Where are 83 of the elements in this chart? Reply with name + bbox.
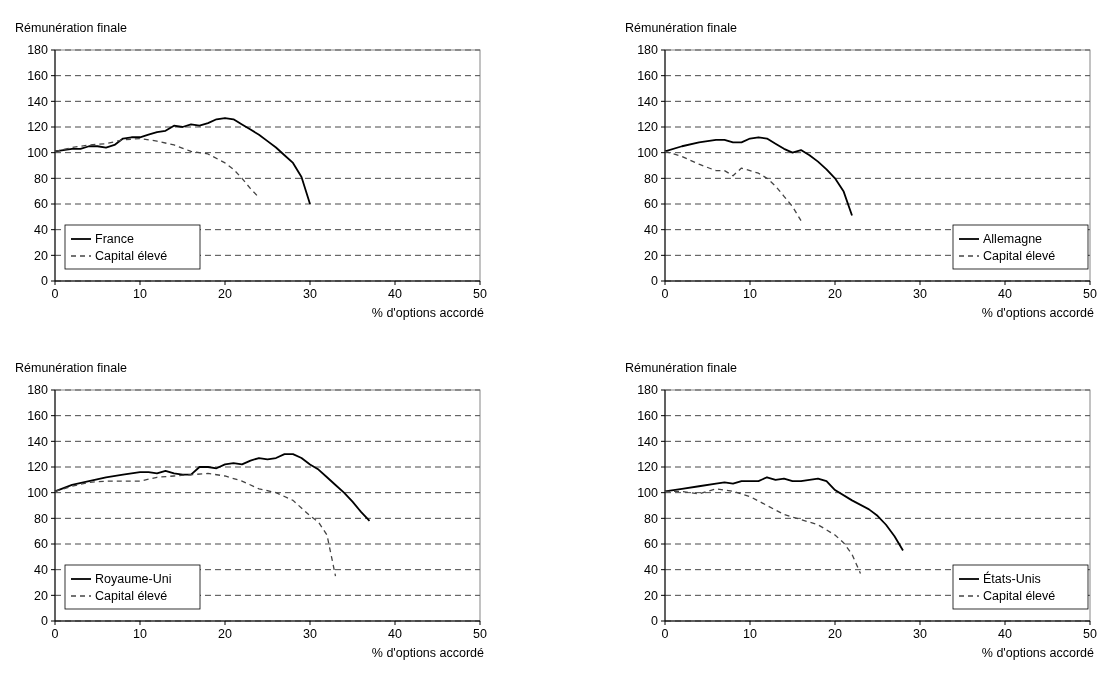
y-tick-label: 140 bbox=[637, 94, 659, 109]
x-tick-label: 30 bbox=[303, 287, 317, 301]
y-tick-label: 140 bbox=[27, 94, 49, 109]
x-tick-label: 30 bbox=[913, 287, 927, 301]
y-tick-label: 0 bbox=[651, 614, 659, 629]
x-tick-label: 10 bbox=[743, 287, 757, 301]
legend-label: Royaume-Uni bbox=[95, 572, 172, 587]
line-series bbox=[54, 137, 260, 199]
y-tick-label: 140 bbox=[27, 434, 49, 449]
x-tick-label: 0 bbox=[661, 627, 669, 641]
x-tick-label: 30 bbox=[913, 627, 927, 641]
x-tick-label: 10 bbox=[743, 627, 757, 641]
y-tick-label: 20 bbox=[34, 588, 49, 603]
legend-label: États-Unis bbox=[983, 571, 1041, 587]
x-tick-label: 10 bbox=[133, 627, 147, 641]
y-tick-label: 40 bbox=[644, 223, 659, 238]
x-tick-label: 0 bbox=[51, 627, 59, 641]
y-tick-label: 180 bbox=[637, 43, 659, 58]
y-tick-label: 100 bbox=[637, 146, 659, 161]
x-tick-label: 30 bbox=[303, 627, 317, 641]
y-tick-label: 160 bbox=[27, 69, 49, 84]
y-tick-label: 140 bbox=[637, 434, 659, 449]
line-series bbox=[664, 488, 862, 575]
x-axis-title: % d'options accordé bbox=[981, 306, 1095, 320]
y-axis-title: Rémunération finale bbox=[15, 361, 127, 375]
y-tick-label: 0 bbox=[41, 614, 49, 629]
y-tick-label: 60 bbox=[34, 197, 49, 212]
x-axis-title: % d'options accordé bbox=[371, 646, 485, 660]
y-tick-label: 80 bbox=[644, 511, 659, 526]
x-tick-label: 20 bbox=[218, 627, 232, 641]
x-axis-title: % d'options accordé bbox=[371, 306, 485, 320]
x-tick-label: 40 bbox=[998, 627, 1012, 641]
x-tick-label: 20 bbox=[828, 287, 842, 301]
y-tick-label: 0 bbox=[651, 274, 659, 289]
y-tick-label: 100 bbox=[637, 486, 659, 501]
y-tick-label: 180 bbox=[637, 383, 659, 398]
y-tick-label: 160 bbox=[27, 409, 49, 424]
x-tick-label: 20 bbox=[828, 627, 842, 641]
y-tick-label: 20 bbox=[34, 248, 49, 263]
y-axis-title: Rémunération finale bbox=[625, 21, 737, 35]
y-tick-label: 60 bbox=[34, 537, 49, 552]
y-tick-label: 120 bbox=[27, 460, 49, 475]
x-tick-label: 10 bbox=[133, 287, 147, 301]
y-tick-label: 120 bbox=[637, 460, 659, 475]
y-tick-label: 40 bbox=[34, 223, 49, 238]
y-tick-label: 40 bbox=[34, 563, 49, 578]
x-tick-label: 0 bbox=[661, 287, 669, 301]
y-tick-label: 20 bbox=[644, 588, 659, 603]
x-tick-label: 40 bbox=[998, 287, 1012, 301]
legend-label: Capital élevé bbox=[983, 249, 1056, 264]
y-tick-label: 160 bbox=[637, 69, 659, 84]
x-tick-label: 50 bbox=[1083, 627, 1097, 641]
y-axis-title: Rémunération finale bbox=[15, 21, 127, 35]
x-tick-label: 20 bbox=[218, 287, 232, 301]
y-tick-label: 80 bbox=[34, 511, 49, 526]
y-tick-label: 80 bbox=[644, 171, 659, 186]
y-tick-label: 120 bbox=[637, 120, 659, 135]
legend-label: Capital élevé bbox=[983, 589, 1056, 604]
y-tick-label: 40 bbox=[644, 563, 659, 578]
y-tick-label: 60 bbox=[644, 537, 659, 552]
line-series bbox=[664, 150, 802, 222]
legend-label: France bbox=[95, 232, 134, 247]
y-tick-label: 180 bbox=[27, 383, 49, 398]
y-tick-label: 180 bbox=[27, 43, 49, 58]
x-axis-title: % d'options accordé bbox=[981, 646, 1095, 660]
legend-label: Capital élevé bbox=[95, 589, 168, 604]
y-tick-label: 100 bbox=[27, 486, 49, 501]
y-tick-label: 60 bbox=[644, 197, 659, 212]
x-tick-label: 50 bbox=[473, 287, 487, 301]
x-tick-label: 40 bbox=[388, 627, 402, 641]
x-tick-label: 40 bbox=[388, 287, 402, 301]
y-tick-label: 20 bbox=[644, 248, 659, 263]
y-tick-label: 120 bbox=[27, 120, 49, 135]
y-tick-label: 160 bbox=[637, 409, 659, 424]
legend-label: Capital élevé bbox=[95, 249, 168, 264]
x-tick-label: 50 bbox=[1083, 287, 1097, 301]
legend-label: Allemagne bbox=[983, 232, 1043, 247]
x-tick-label: 0 bbox=[51, 287, 59, 301]
x-tick-label: 50 bbox=[473, 627, 487, 641]
y-tick-label: 80 bbox=[34, 171, 49, 186]
y-tick-label: 100 bbox=[27, 146, 49, 161]
y-tick-label: 0 bbox=[41, 274, 49, 289]
y-axis-title: Rémunération finale bbox=[625, 361, 737, 375]
